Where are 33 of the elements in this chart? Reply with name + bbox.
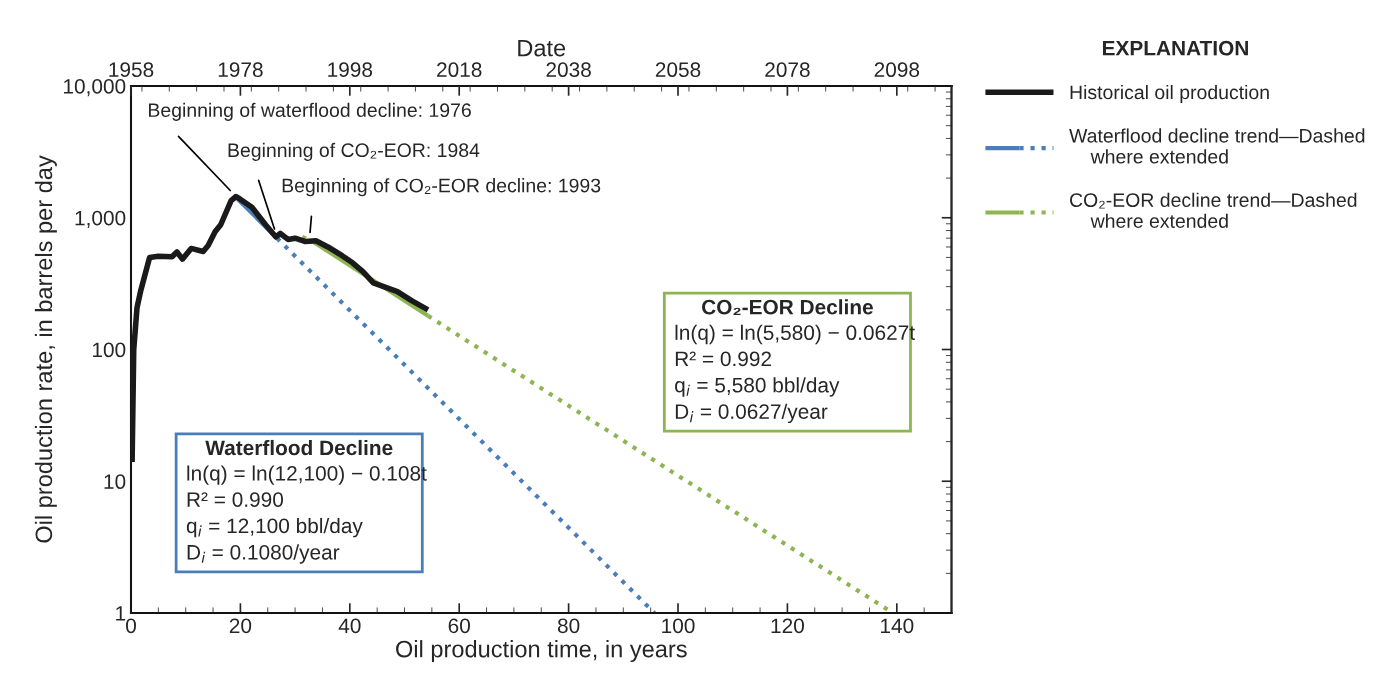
x-tick-label: 40 <box>338 618 361 634</box>
y-axis-title: Oil production rate, in barrels per day <box>34 155 57 543</box>
x-tick-label: 120 <box>771 618 804 634</box>
y-tick-label: 10,000 <box>64 79 126 97</box>
annotation: Beginning of waterflood decline: 1976 <box>149 102 471 121</box>
y-tick-label: 10 <box>104 474 126 490</box>
x2-tick-label: 1998 <box>328 62 373 78</box>
y-tick-label: 1 <box>116 606 126 621</box>
y-tick-label: 100 <box>92 342 126 358</box>
x-axis-title: Oil production time, in years <box>396 640 687 663</box>
x2-tick-label: 2038 <box>546 62 591 78</box>
x2-tick-label: 2098 <box>874 62 920 78</box>
x-tick-label: 0 <box>126 618 136 634</box>
x-tick-label: 80 <box>557 618 580 634</box>
y-tick-label: 1,000 <box>75 210 126 228</box>
annotation: Waterflood Decline <box>205 439 393 456</box>
legend-label: Waterflood decline trend—Dashed where extended <box>1069 128 1365 164</box>
x-tick-label: 60 <box>448 618 470 634</box>
x2-tick-label: 1958 <box>109 62 154 78</box>
x-tick-label: 20 <box>229 618 252 634</box>
legend-label: Historical oil production <box>1070 84 1269 104</box>
x2-tick-label: 2078 <box>765 62 810 78</box>
x2-tick-label: 1978 <box>218 62 263 78</box>
annotation: Beginning of CO₂-EOR decline: 1993 <box>282 178 601 197</box>
x-tick-label: 100 <box>662 618 695 634</box>
annotation: CO₂-EOR Decline <box>702 299 873 315</box>
x-tick-label: 140 <box>881 618 914 634</box>
annotation: Beginning of CO₂-EOR: 1984 <box>228 142 480 161</box>
legend-title: EXPLANATION <box>1102 40 1248 56</box>
x2-axis-title: Date <box>518 39 566 57</box>
x2-tick-label: 2058 <box>655 62 701 78</box>
legend-label: CO₂-EOR decline trend—Dashed where extended <box>1070 192 1357 228</box>
x2-tick-label: 2018 <box>437 62 482 78</box>
